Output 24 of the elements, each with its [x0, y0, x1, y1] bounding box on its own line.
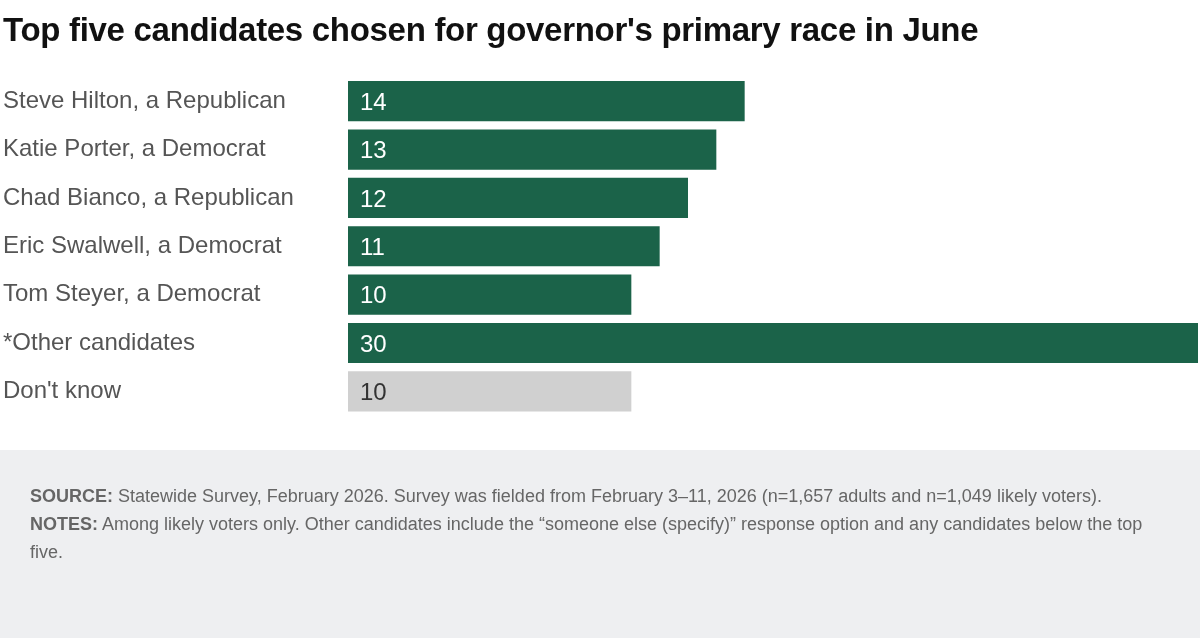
bar	[348, 129, 717, 170]
data-label: 30	[360, 329, 387, 357]
bar	[348, 81, 745, 122]
bar	[348, 274, 632, 315]
chart-title: Top five candidates chosen for governor's primary race in June	[2, 10, 980, 50]
y-tick-label: Chad Bianco, a Republican	[3, 182, 294, 210]
data-label: 12	[360, 184, 387, 212]
bar	[348, 371, 632, 412]
data-label: 14	[360, 87, 387, 115]
data-label: 11	[360, 232, 385, 260]
y-tick-label: Don't know	[3, 376, 122, 404]
bar	[348, 226, 660, 267]
y-tick-label: Katie Porter, a Democrat	[3, 134, 267, 162]
y-tick-label: Steve Hilton, a Republican	[3, 85, 286, 113]
data-label: 10	[360, 281, 387, 309]
data-label: 10	[360, 378, 387, 406]
data-label: 13	[360, 136, 387, 164]
text: NOTES: Among likely voters only. Other candidates include the “someone else (specify)” response option and any candidates below the top five.	[30, 514, 1143, 562]
bar	[348, 322, 1198, 364]
bar	[348, 177, 688, 218]
y-tick-label: *Other candidates	[3, 327, 196, 355]
y-tick-label: Eric Swalwell, a Democrat	[3, 230, 283, 258]
y-tick-label: Tom Steyer, a Democrat	[3, 279, 261, 307]
source-note: SOURCE: Statewide Survey, February 2026. Survey was fielded from February 3–11, 2026 (n=1,657 adults and n=1,049 likely voters).	[30, 486, 1102, 506]
